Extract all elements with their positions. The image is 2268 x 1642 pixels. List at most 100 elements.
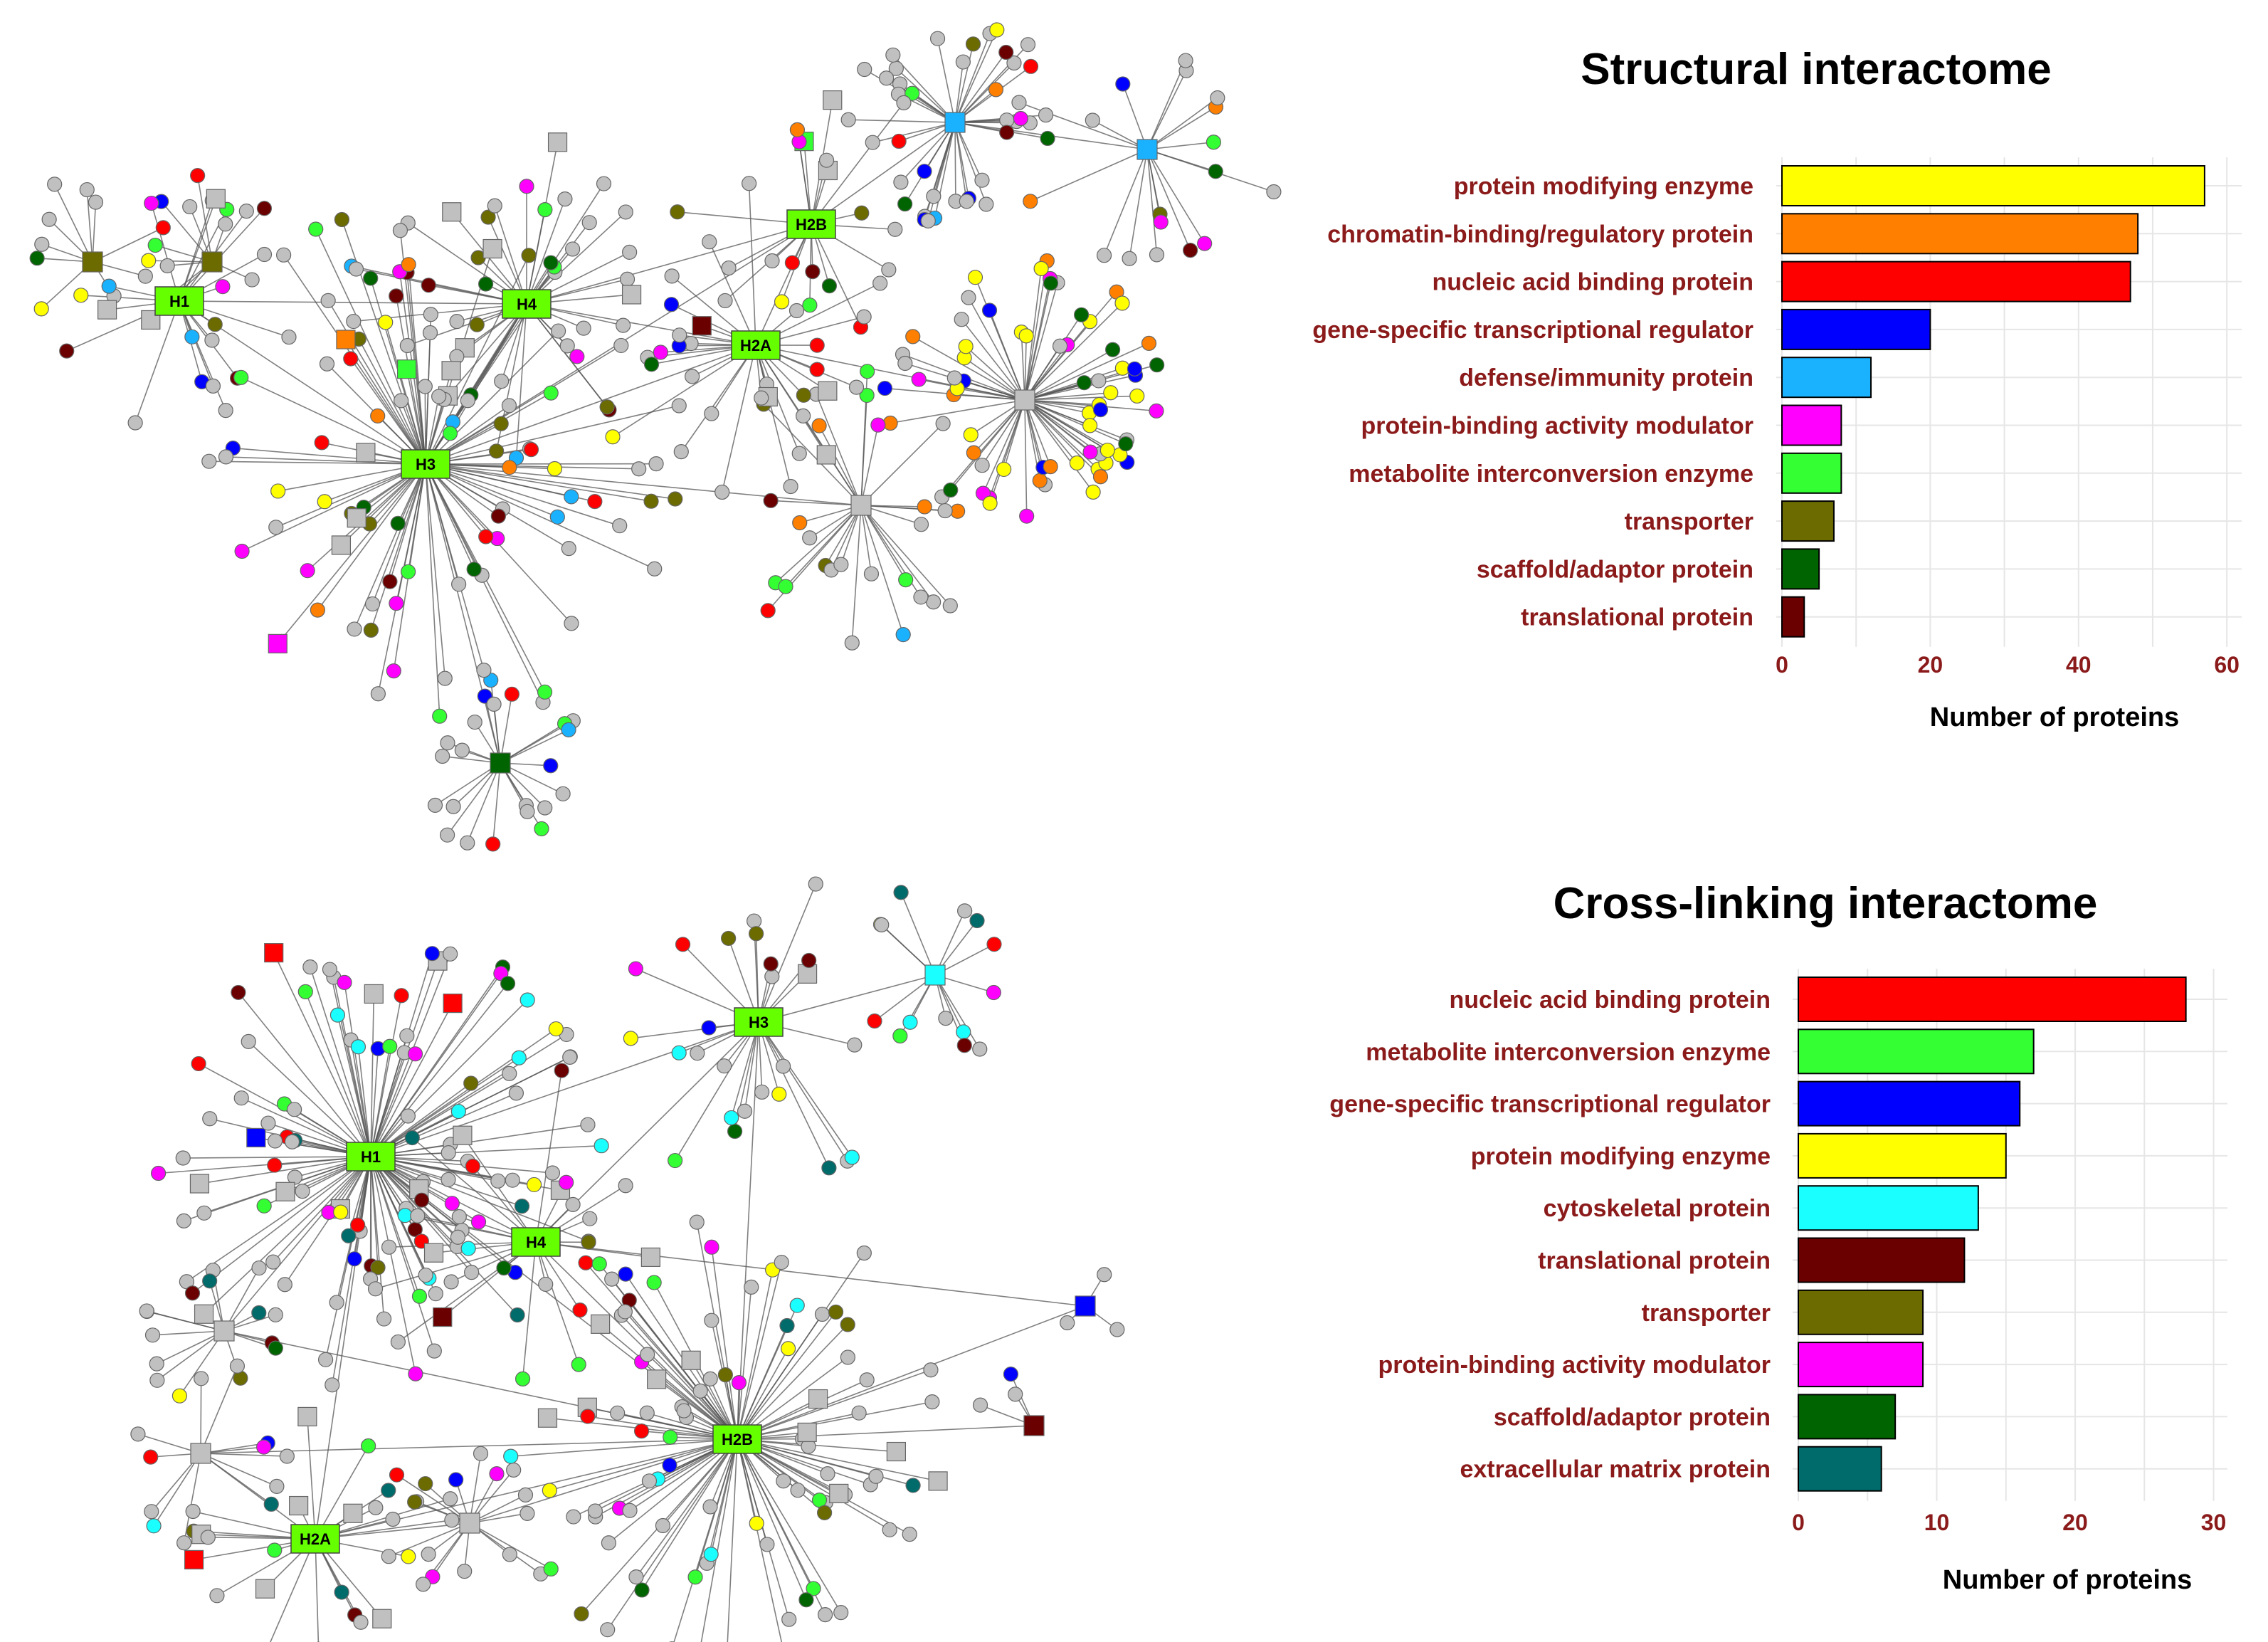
- network-node: [818, 1607, 833, 1623]
- network-edge: [425, 330, 559, 465]
- network-node: [594, 1138, 609, 1154]
- network-node: [1013, 110, 1028, 127]
- network-node: [494, 374, 510, 389]
- network-node: [1183, 243, 1198, 258]
- network-edge: [1146, 97, 1218, 150]
- network-edge: [737, 1311, 837, 1440]
- network-node: [485, 836, 501, 852]
- network-edge: [526, 303, 608, 408]
- network-square-node: [640, 1247, 660, 1268]
- network-node: [548, 1021, 564, 1037]
- network-node: [463, 1075, 479, 1091]
- network-node: [1097, 1267, 1112, 1283]
- network-node: [805, 264, 821, 280]
- network-square-node: [264, 943, 284, 963]
- network-node: [476, 663, 492, 678]
- network-edge: [327, 300, 426, 465]
- network-edge: [758, 1021, 848, 1162]
- network-edge: [425, 463, 446, 679]
- network-edge: [1024, 282, 1058, 401]
- network-node: [582, 1211, 598, 1226]
- network-node: [376, 1311, 392, 1327]
- network-node: [618, 1266, 633, 1282]
- category-label: chromatin-binding/regulatory protein: [1327, 221, 1753, 248]
- network-node: [234, 543, 250, 559]
- network-node: [956, 1038, 972, 1053]
- bar-metabolite-interconversion-enzyme: [1798, 1028, 2035, 1075]
- network-node: [440, 735, 455, 751]
- network-square-node: [547, 132, 568, 152]
- network-node: [410, 1208, 426, 1223]
- network-edge: [275, 463, 426, 528]
- network-node: [874, 917, 890, 933]
- network-node: [256, 246, 273, 263]
- network-node: [893, 885, 909, 900]
- network-edge: [549, 1438, 738, 1491]
- network-node: [422, 325, 438, 341]
- structural-network: H1 H2B H4 H2A H3: [29, 22, 1282, 852]
- network-edge: [150, 203, 180, 302]
- network-node: [295, 1184, 310, 1199]
- network-square-node: [268, 633, 288, 653]
- network-edge: [358, 339, 426, 465]
- network-node: [1127, 361, 1143, 377]
- network-node: [721, 930, 737, 947]
- network-node: [1115, 76, 1131, 92]
- network-node: [811, 418, 827, 433]
- network-edge: [680, 344, 756, 453]
- hub-label: H4: [517, 295, 537, 313]
- network-node: [935, 416, 951, 431]
- bar-scaffold-adaptor-protein: [1781, 548, 1820, 590]
- network-edge: [241, 377, 426, 465]
- network-node: [781, 1611, 797, 1627]
- network-node: [141, 253, 157, 268]
- network-node: [798, 1592, 814, 1608]
- network-node: [1141, 335, 1157, 351]
- network-node: [256, 1198, 272, 1214]
- network-edge: [612, 344, 756, 438]
- network-node: [672, 327, 687, 343]
- network-edge: [397, 1241, 537, 1343]
- network-edge: [241, 463, 426, 552]
- network-node: [763, 956, 779, 972]
- network-node: [605, 429, 621, 445]
- bars: [1798, 977, 2187, 1492]
- network-node: [581, 1234, 596, 1250]
- network-node: [514, 1199, 530, 1214]
- network-node: [877, 380, 893, 396]
- network-edge: [1146, 106, 1216, 150]
- network-edge: [137, 1433, 201, 1454]
- network-edge: [344, 982, 371, 1157]
- hub-label: H2B: [722, 1431, 753, 1448]
- network-node: [802, 298, 818, 313]
- network-node: [961, 290, 976, 305]
- network-node: [633, 1423, 650, 1439]
- network-node: [538, 1276, 554, 1293]
- network-node: [361, 1438, 376, 1454]
- network-node: [149, 1356, 164, 1372]
- network-edge: [1024, 399, 1127, 445]
- network-node: [176, 1213, 192, 1228]
- network-node: [895, 626, 911, 643]
- network-node: [954, 312, 969, 327]
- network-edge: [954, 52, 1007, 123]
- network-edge: [727, 1438, 738, 1642]
- network-edge: [526, 303, 756, 346]
- network-square-node: [255, 1579, 275, 1599]
- network-edge: [1024, 399, 1051, 467]
- network-edge: [411, 1137, 537, 1243]
- network-node: [276, 247, 292, 263]
- network-node: [233, 369, 249, 385]
- network-edge: [851, 505, 862, 643]
- network-node: [464, 1265, 480, 1280]
- network-edge: [425, 463, 620, 527]
- network-node: [1003, 1366, 1019, 1382]
- network-node: [554, 1063, 569, 1078]
- network-node: [503, 1448, 519, 1464]
- network-node: [146, 1518, 162, 1534]
- network-node: [1082, 418, 1098, 433]
- network-node: [969, 912, 985, 929]
- hub-label: H2A: [740, 337, 771, 354]
- network-edge: [954, 122, 987, 205]
- network-edge: [1024, 342, 1149, 401]
